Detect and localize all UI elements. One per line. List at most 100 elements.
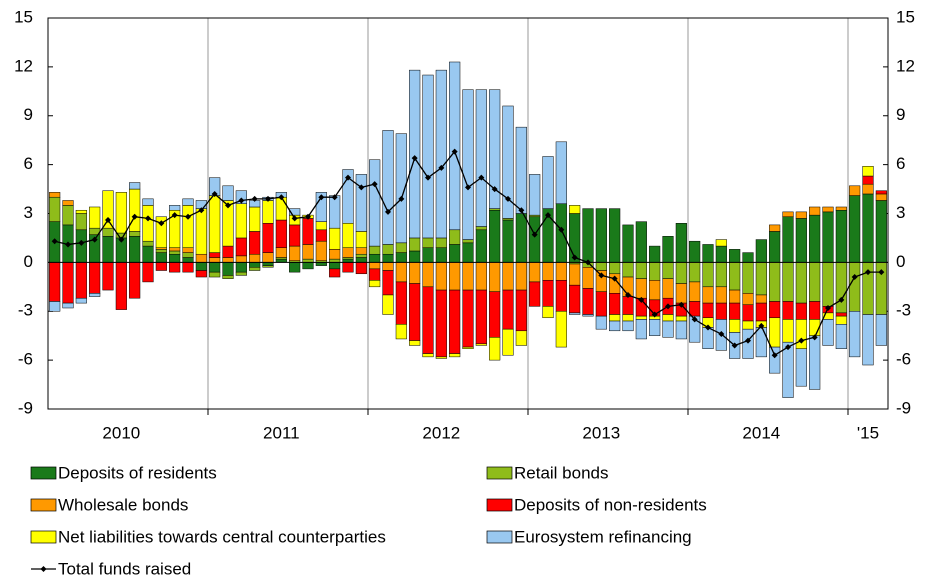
bar [169, 205, 181, 211]
bar [809, 206, 821, 216]
line-marker [198, 207, 205, 214]
bar [622, 320, 634, 332]
line-marker [745, 337, 751, 344]
line-marker [451, 148, 458, 155]
bar [182, 205, 194, 248]
bar [235, 190, 247, 204]
line-marker [105, 217, 111, 224]
line-marker [691, 316, 698, 323]
line-marker [611, 275, 618, 282]
bar [782, 301, 794, 320]
legend-swatch [486, 466, 513, 480]
bar [702, 262, 714, 288]
bar [249, 267, 261, 271]
bar [595, 315, 607, 330]
bar [689, 315, 701, 343]
bar [755, 302, 767, 322]
bar [715, 245, 727, 263]
bar [555, 141, 567, 204]
bar [795, 211, 807, 219]
bar [89, 206, 101, 229]
bar [515, 213, 527, 263]
bar [422, 247, 434, 263]
bar [715, 239, 727, 247]
bar [355, 174, 367, 232]
bar [515, 289, 527, 332]
bar [369, 253, 381, 263]
bar [222, 245, 234, 258]
bar [275, 219, 287, 248]
line-marker [331, 194, 338, 201]
legend-swatch [30, 466, 57, 480]
bar [875, 200, 887, 263]
line-marker [811, 334, 818, 341]
line-marker [425, 174, 431, 181]
bar [422, 353, 434, 358]
bar [569, 284, 581, 314]
bar [662, 314, 674, 322]
bar [782, 341, 794, 398]
bar [369, 159, 381, 247]
y-tick-label: 12 [14, 56, 33, 75]
bar [75, 209, 87, 214]
bar [49, 301, 61, 312]
bar [542, 262, 554, 281]
bar [102, 236, 114, 263]
bar [729, 319, 741, 333]
bar [422, 237, 434, 248]
bar [169, 247, 181, 252]
bar [62, 302, 74, 309]
bar [875, 314, 887, 346]
bar [849, 185, 861, 196]
bar [302, 262, 314, 270]
bar [382, 253, 394, 263]
bar [62, 200, 74, 206]
bar [249, 253, 261, 263]
bar [795, 218, 807, 263]
line-marker [838, 296, 845, 303]
y-tick-label: -6 [18, 350, 33, 369]
bar [542, 156, 554, 209]
bar [489, 337, 501, 361]
bar [462, 346, 474, 349]
bar [729, 262, 741, 291]
x-tick-label: '15 [857, 423, 879, 442]
bar [475, 226, 487, 231]
bar [129, 182, 141, 190]
bar [342, 247, 354, 258]
bar [115, 262, 127, 310]
bar [235, 255, 247, 263]
x-tick-label: 2010 [102, 423, 140, 442]
bar [755, 262, 767, 296]
y-tick-label: 9 [24, 105, 33, 124]
legend-label: Retail bonds [514, 463, 609, 482]
line-marker [278, 194, 285, 201]
bar [129, 188, 141, 232]
line-marker [251, 195, 258, 202]
bar [449, 262, 461, 291]
bar [635, 262, 647, 279]
bar [369, 262, 381, 270]
bar [489, 209, 501, 263]
bar [489, 89, 501, 209]
bar [649, 280, 661, 301]
bar [462, 239, 474, 244]
legend-swatch [486, 498, 513, 512]
line-marker [398, 195, 405, 202]
bar [822, 319, 834, 346]
bar [182, 247, 194, 253]
bar [182, 257, 194, 263]
bar [355, 257, 367, 263]
line-marker [51, 238, 58, 245]
bar [715, 302, 727, 320]
bar [449, 289, 461, 354]
bar [822, 206, 834, 213]
bar [355, 253, 367, 258]
bar [169, 253, 181, 263]
legend-label: Total funds raised [58, 559, 191, 578]
bar [369, 280, 381, 288]
y-tick-label: 3 [24, 203, 33, 222]
bar [609, 320, 621, 332]
bar [395, 242, 407, 253]
line-marker [305, 213, 311, 220]
